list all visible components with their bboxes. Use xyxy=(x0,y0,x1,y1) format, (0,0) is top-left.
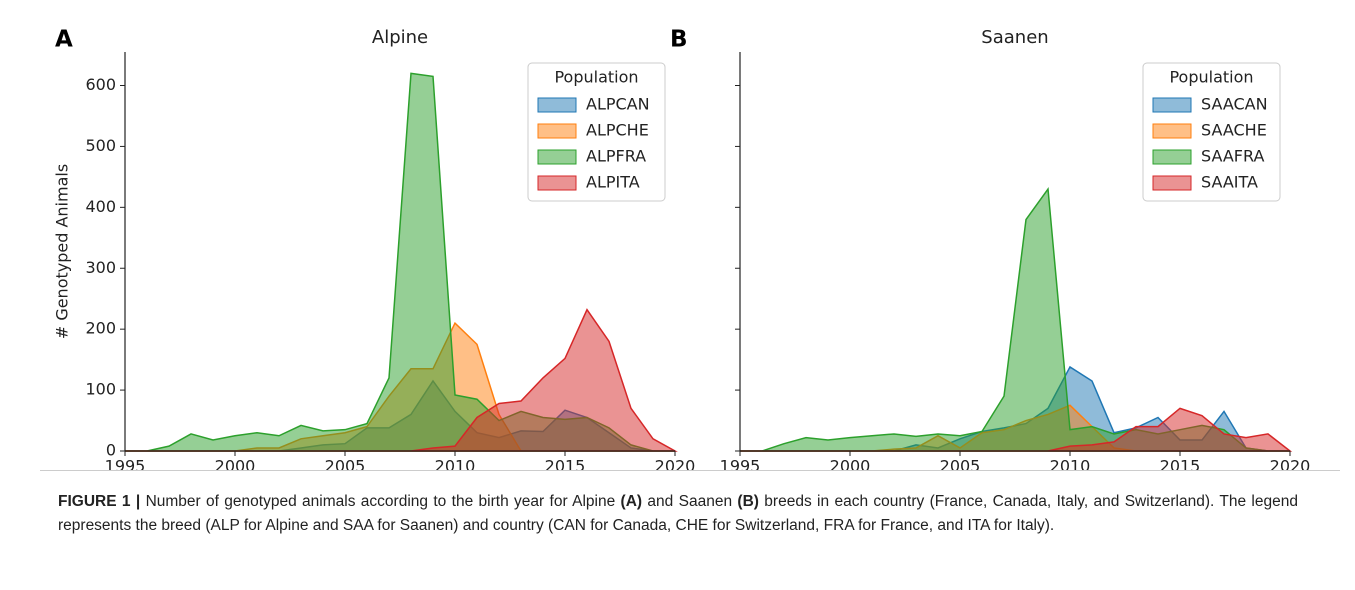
panel-label: A xyxy=(55,27,73,53)
y-tick-label: 400 xyxy=(85,197,116,216)
y-tick-label: 200 xyxy=(85,319,116,338)
caption-text: (B) xyxy=(737,493,759,510)
x-tick-label: 1995 xyxy=(105,457,146,471)
legend-swatch xyxy=(537,123,577,139)
legend-label: SAAITA xyxy=(1201,173,1258,192)
figure: A Alpine 0 100 200 300 400 500 600 1995 2000 2005 20… xyxy=(53,27,1311,497)
legend-label: SAACHE xyxy=(1201,121,1267,140)
legend-title: Population xyxy=(554,68,638,87)
chart-title: Alpine xyxy=(372,27,428,48)
legend-title: Population xyxy=(1169,68,1253,87)
x-tick-label: 2000 xyxy=(830,457,871,471)
x-tick-label: 2010 xyxy=(1050,457,1091,471)
legend-label: SAACAN xyxy=(1201,95,1268,114)
x-tick-label: 2015 xyxy=(545,457,586,471)
y-tick-label: 500 xyxy=(85,136,116,155)
legend-label: ALPITA xyxy=(586,173,640,192)
legend-label: ALPCHE xyxy=(586,121,649,140)
y-axis-label: # Genotyped Animals xyxy=(53,164,72,339)
x-tick-label: 2020 xyxy=(1270,457,1311,471)
legend-swatch xyxy=(1152,123,1192,139)
legend-label: ALPFRA xyxy=(586,147,646,166)
legend-swatch xyxy=(537,97,577,113)
area xyxy=(740,186,1290,452)
caption-text: breeds in each country (France, Canada, … xyxy=(58,493,1298,534)
x-tick-label: 2020 xyxy=(655,457,696,471)
caption-text: (A) xyxy=(620,493,643,510)
x-tick-label: 2005 xyxy=(940,457,981,471)
x-tick-label: 2010 xyxy=(435,457,476,471)
caption-text: and Saanen xyxy=(642,493,738,510)
x-tick-label: 2000 xyxy=(215,457,256,471)
caption-text: Number of genotyped animals according to… xyxy=(140,493,621,510)
separator xyxy=(40,470,1340,471)
y-tick-label: 0 xyxy=(106,441,116,460)
caption-text: FIGURE 1 | xyxy=(58,493,141,510)
x-tick-label: 1995 xyxy=(720,457,761,471)
x-tick-label: 2005 xyxy=(325,457,366,471)
legend-swatch xyxy=(537,149,577,165)
legend-swatch xyxy=(537,175,577,191)
caption: FIGURE 1 | Number of genotyped animals a… xyxy=(58,490,1298,538)
y-tick-label: 100 xyxy=(85,380,116,399)
legend-swatch xyxy=(1152,175,1192,191)
chart-title: Saanen xyxy=(981,27,1048,48)
x-tick-label: 2015 xyxy=(1160,457,1201,471)
legend-label: SAAFRA xyxy=(1201,147,1264,166)
legend-swatch xyxy=(1152,149,1192,165)
y-tick-label: 300 xyxy=(85,258,116,277)
legend-swatch xyxy=(1152,97,1192,113)
panel-label: B xyxy=(670,27,688,53)
legend-label: ALPCAN xyxy=(586,95,650,114)
y-tick-label: 600 xyxy=(85,75,116,94)
